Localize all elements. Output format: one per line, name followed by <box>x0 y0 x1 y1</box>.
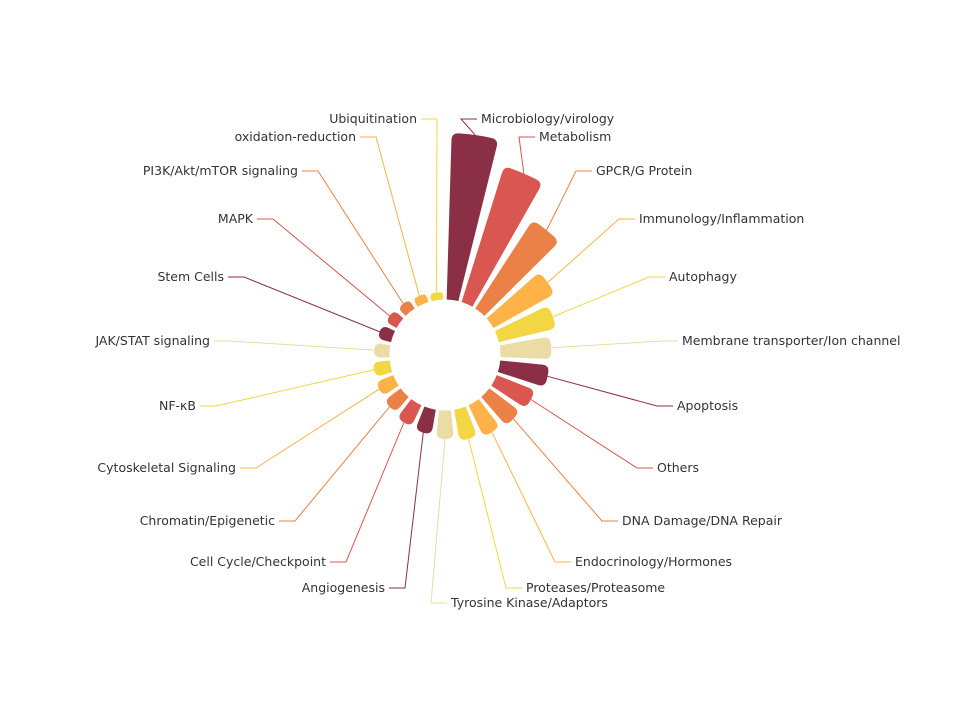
slice-apoptosis[interactable] <box>497 360 549 386</box>
leader-line-apoptosis <box>547 375 673 407</box>
slice-mapk[interactable] <box>387 312 404 328</box>
slice-cell-cycle-checkpoint[interactable] <box>399 399 422 425</box>
slice-proteases-proteasome[interactable] <box>454 406 476 440</box>
slice-gpcr-g-protein[interactable] <box>475 222 557 316</box>
leader-line-oxidation-reduction <box>360 136 420 296</box>
slice-metabolism[interactable] <box>461 167 541 307</box>
leader-line-microbiology-virology <box>459 118 477 136</box>
leader-line-jak-stat-signaling <box>214 340 375 351</box>
leader-line-cell-cycle-checkpoint <box>330 422 405 563</box>
slice-immunology-inflammation[interactable] <box>486 274 553 328</box>
slice-autophagy[interactable] <box>495 307 555 343</box>
label-stem-cells: Stem Cells <box>157 269 224 284</box>
leader-line-endocrinology-hormones <box>491 431 571 563</box>
label-angiogenesis: Angiogenesis <box>302 580 385 595</box>
label-tyrosine-kinase-adaptors: Tyrosine Kinase/Adaptors <box>450 595 608 610</box>
labels-layer: Microbiology/virology Metabolism GPCR/G Pr… <box>94 111 900 610</box>
slices-layer <box>373 133 557 440</box>
slice-pi3k-akt-mtor-signaling[interactable] <box>399 301 415 316</box>
slice-ubiquitination[interactable] <box>430 292 444 302</box>
leader-line-mapk <box>257 218 390 317</box>
label-nf-kb: NF-κB <box>159 398 196 413</box>
label-dna-damage-dna-repair: DNA Damage/DNA Repair <box>622 513 783 528</box>
leader-line-immunology-inflammation <box>547 218 635 283</box>
slice-stem-cells[interactable] <box>378 326 395 343</box>
leader-line-tyrosine-kinase-adaptors <box>430 438 447 604</box>
slice-chromatin-epigenetic[interactable] <box>386 388 409 410</box>
label-cytoskeletal-signaling: Cytoskeletal Signaling <box>97 460 236 475</box>
label-autophagy: Autophagy <box>669 269 737 284</box>
leader-line-pi3k-akt-mtor-signaling <box>302 170 404 304</box>
label-chromatin-epigenetic: Chromatin/Epigenetic <box>140 513 275 528</box>
leader-line-autophagy <box>552 276 665 318</box>
leader-line-chromatin-epigenetic <box>279 406 390 522</box>
leader-line-gpcr-g-protein <box>546 170 592 231</box>
label-immunology-inflammation: Immunology/Inflammation <box>639 211 804 226</box>
label-metabolism: Metabolism <box>539 129 611 144</box>
label-proteases-proteasome: Proteases/Proteasome <box>526 580 665 595</box>
label-pi3k-akt-mtor-signaling: PI3K/Akt/mTOR signaling <box>143 163 298 178</box>
leader-lines-layer <box>200 118 678 604</box>
slice-membrane-transporter-ion-channel[interactable] <box>499 337 552 359</box>
slice-tyrosine-kinase-adaptors[interactable] <box>436 410 454 439</box>
label-mapk: MAPK <box>218 211 254 226</box>
leader-line-angiogenesis <box>389 432 424 589</box>
label-apoptosis: Apoptosis <box>677 398 738 413</box>
slice-jak-stat-signaling[interactable] <box>374 343 391 358</box>
slice-cytoskeletal-signaling[interactable] <box>377 375 399 394</box>
leader-line-ubiquitination <box>421 118 438 293</box>
leader-line-nf-kb <box>200 369 374 407</box>
slice-oxidation-reduction[interactable] <box>414 294 429 307</box>
label-others: Others <box>657 460 699 475</box>
leader-line-dna-damage-dna-repair <box>512 418 618 522</box>
leader-line-membrane-transporter-ion-channel <box>551 340 678 349</box>
label-ubiquitination: Ubiquitination <box>329 111 417 126</box>
slice-microbiology-virology[interactable] <box>446 133 498 302</box>
slice-others[interactable] <box>491 375 534 407</box>
label-gpcr-g-protein: GPCR/G Protein <box>596 163 692 178</box>
leader-line-proteases-proteasome <box>468 438 522 589</box>
label-microbiology-virology: Microbiology/virology <box>481 111 615 126</box>
leader-line-stem-cells <box>228 276 380 333</box>
label-cell-cycle-checkpoint: Cell Cycle/Checkpoint <box>190 554 326 569</box>
slice-nf-kb[interactable] <box>373 360 393 376</box>
slice-dna-damage-dna-repair[interactable] <box>481 388 518 424</box>
slice-endocrinology-hormones[interactable] <box>468 399 498 435</box>
leader-line-cytoskeletal-signaling <box>240 388 380 469</box>
leader-line-others <box>530 399 653 469</box>
leader-line-metabolism <box>518 136 535 174</box>
label-oxidation-reduction: oxidation-reduction <box>235 129 356 144</box>
label-jak-stat-signaling: JAK/STAT signaling <box>94 333 210 348</box>
label-membrane-transporter-ion-channel: Membrane transporter/Ion channel <box>682 333 900 348</box>
label-endocrinology-hormones: Endocrinology/Hormones <box>575 554 732 569</box>
slice-angiogenesis[interactable] <box>416 406 436 434</box>
